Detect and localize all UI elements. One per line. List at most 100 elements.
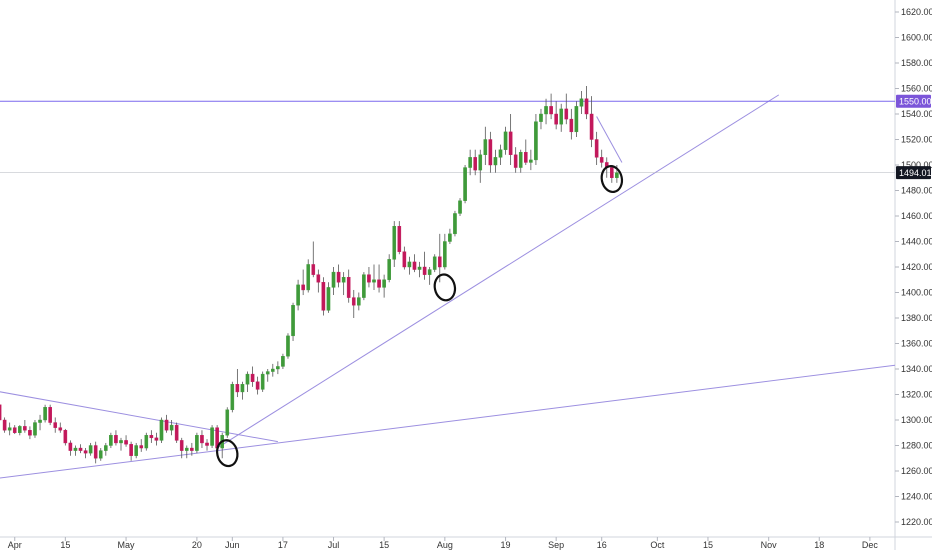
candle-body (23, 426, 27, 431)
candle-body (458, 200, 462, 214)
candle-body (169, 424, 174, 431)
candle-body (311, 264, 316, 275)
candle-body (493, 157, 498, 166)
x-tick-label: 15 (60, 540, 70, 550)
candle-7 (28, 426, 32, 440)
y-tick-label: 1480.00 (901, 186, 932, 196)
candle-body (437, 256, 442, 268)
y-tick-label: 1580.00 (901, 58, 932, 68)
candle-body (12, 427, 17, 433)
candle-body (83, 450, 88, 454)
candle-body (346, 277, 351, 298)
candle-26 (124, 435, 128, 447)
candle-body (574, 106, 579, 133)
x-axis-ticks: Apr 15 May 20 Jun 17 Jul 15 Aug 19 Sep 16 Oct 15 Nov 18… (8, 537, 879, 550)
candle-body (453, 213, 457, 235)
candle-63 (311, 241, 316, 278)
candle-116 (579, 91, 584, 114)
candle-body (463, 167, 467, 201)
candle-96 (478, 149, 483, 183)
candle-body (164, 419, 169, 431)
candle-body (281, 356, 285, 367)
candle-9 (38, 414, 42, 431)
candle-110 (549, 93, 553, 120)
candle-36 (174, 422, 179, 443)
candle-body (301, 284, 305, 291)
candle-body (28, 430, 32, 436)
candle-body (599, 157, 604, 163)
candle-84 (417, 261, 422, 278)
y-axis-ticks: 1220.00 1240.00 1260.00 1280.00 1300.00 1320.… (895, 7, 932, 527)
candle-25 (119, 437, 123, 451)
candle-33 (159, 417, 164, 443)
candle-body (225, 409, 230, 436)
x-tick-label: Dec (862, 540, 879, 550)
candle-70 (346, 269, 351, 303)
candle-15 (68, 440, 73, 456)
candle-body (139, 445, 144, 449)
candle-62 (306, 259, 311, 293)
candle-8 (33, 420, 37, 438)
x-tick-label: Aug (437, 540, 453, 550)
candle-body (341, 277, 346, 283)
y-tick-label: 1260.00 (901, 466, 932, 476)
candle-body (483, 139, 488, 156)
candle-body (296, 284, 300, 306)
trendline-3 (596, 116, 623, 163)
candle-body (68, 442, 73, 451)
candle-body (159, 419, 164, 441)
candle-body (48, 407, 52, 423)
candle-66 (326, 282, 331, 313)
candle-body (584, 98, 589, 115)
candle-100 (498, 144, 503, 165)
candle-body (402, 251, 407, 268)
candle-32 (154, 432, 159, 446)
candle-body (114, 435, 118, 444)
candle-73 (362, 272, 366, 301)
candle-99 (493, 149, 498, 173)
candle-body (230, 384, 235, 410)
trendline-0 (0, 391, 278, 443)
candle-body (124, 440, 128, 445)
candle-body (119, 440, 123, 444)
candle-body (503, 131, 508, 150)
candle-body (589, 113, 594, 140)
candle-111 (554, 101, 558, 130)
candle-97 (483, 126, 488, 165)
candle-69 (341, 272, 346, 296)
candle-24 (114, 430, 118, 446)
candle-body (417, 266, 422, 270)
candle-122 (610, 165, 614, 183)
price-tag-label: 1550.00 (899, 96, 932, 106)
candle-112 (559, 103, 564, 132)
candle-body (488, 139, 493, 166)
candle-body (579, 98, 584, 107)
candle-5 (18, 425, 22, 436)
candle-13 (58, 422, 63, 433)
candle-body (427, 269, 432, 275)
price-tag-bg (896, 166, 931, 180)
candle-58 (286, 333, 290, 359)
candle-body (554, 113, 558, 125)
candle-81 (402, 246, 407, 270)
candle-86 (427, 267, 432, 285)
annotation-circle-0 (216, 439, 239, 468)
candle-49 (240, 381, 245, 400)
candle-body (255, 381, 260, 390)
candle-body (78, 447, 83, 451)
candle-body (377, 279, 381, 288)
candle-body (524, 152, 528, 163)
candle-90 (448, 228, 452, 245)
candle-80 (397, 221, 402, 255)
candle-body (306, 264, 311, 291)
candle-body (382, 279, 386, 288)
x-tick-label: 15 (703, 540, 713, 550)
candle-body (63, 430, 68, 444)
candle-18 (83, 448, 88, 459)
x-tick-label: 15 (379, 540, 389, 550)
candle-91 (453, 210, 457, 237)
candle-38 (184, 445, 189, 459)
candle-46 (225, 407, 230, 438)
y-tick-label: 1300.00 (901, 415, 932, 425)
